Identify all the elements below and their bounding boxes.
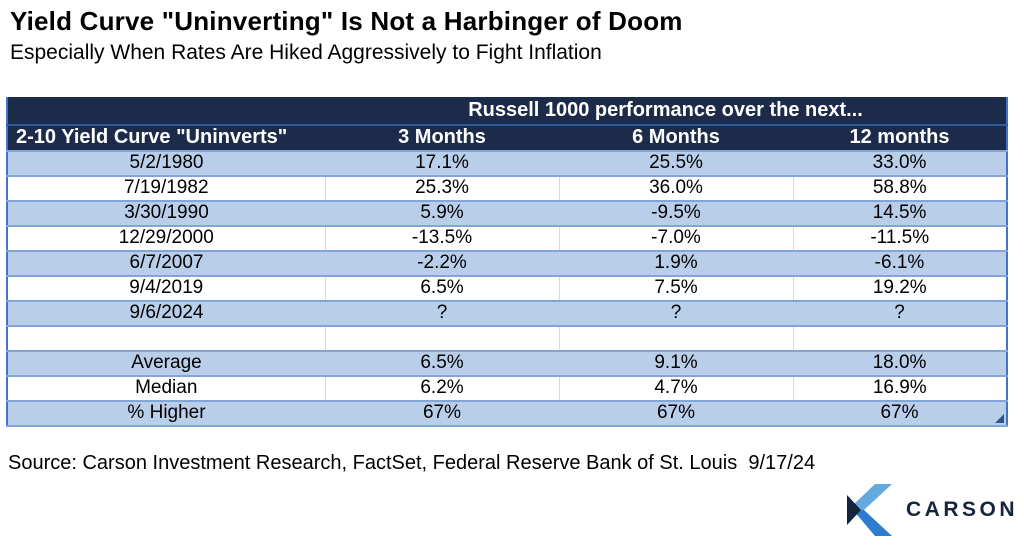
table-row: 9/6/2024??? (7, 300, 1007, 326)
column-header-row: 2-10 Yield Curve "Uninverts" 3 Months 6 … (7, 124, 1007, 151)
row-value: 67% (793, 400, 1007, 426)
row-value (558, 325, 793, 351)
group-header-spacer (7, 97, 325, 126)
row-value: -9.5% (559, 200, 793, 226)
table-header: Russell 1000 performance over the next..… (7, 97, 1007, 151)
row-label: 7/19/1982 (7, 175, 325, 201)
row-value: 33.0% (793, 150, 1007, 176)
row-value: 25.3% (324, 175, 559, 201)
row-value: -2.2% (325, 250, 559, 276)
table-row: 7/19/1982 25.3% 36.0% 58.8% (7, 175, 1007, 201)
row-value: 14.5% (793, 200, 1007, 226)
row-value: ? (559, 300, 793, 326)
carson-logo: CARSON (847, 484, 1018, 536)
row-value: 67% (559, 400, 793, 426)
row-label: Median (7, 375, 325, 401)
row-label (7, 325, 325, 351)
table-row (7, 325, 1007, 351)
row-label: 9/4/2019 (7, 275, 325, 301)
performance-table-container: Russell 1000 performance over the next..… (6, 97, 1008, 427)
row-value (324, 325, 559, 351)
row-value (792, 325, 1007, 351)
page-subtitle: Especially When Rates Are Hiked Aggressi… (10, 41, 602, 64)
row-value: 6.5% (324, 275, 559, 301)
row-label: 12/29/2000 (7, 225, 325, 251)
row-value: 4.7% (558, 375, 793, 401)
carson-chevron-icon (847, 484, 892, 536)
row-value: -6.1% (793, 250, 1007, 276)
row-value: -7.0% (558, 225, 793, 251)
table-row: 6/7/2007 -2.2% 1.9% -6.1% (7, 250, 1007, 276)
row-value: ? (325, 300, 559, 326)
table-row: % Higher 67% 67% 67% (7, 400, 1007, 426)
table-row: Average 6.5% 9.1% 18.0% (7, 350, 1007, 376)
row-label: 6/7/2007 (7, 250, 325, 276)
row-value: 6.5% (325, 350, 559, 376)
row-label: Average (7, 350, 325, 376)
row-value: 17.1% (325, 150, 559, 176)
row-value: 67% (325, 400, 559, 426)
row-value: -13.5% (324, 225, 559, 251)
group-header-row: Russell 1000 performance over the next..… (7, 97, 1007, 126)
table-row: 3/30/1990 5.9% -9.5% 14.5% (7, 200, 1007, 226)
column-header-6-months: 6 Months (559, 124, 793, 151)
page-title: Yield Curve "Uninverting" Is Not a Harbi… (10, 6, 683, 36)
table-row: Median 6.2% 4.7% 16.9% (7, 375, 1007, 401)
performance-table: Russell 1000 performance over the next..… (6, 97, 1008, 427)
row-value: 16.9% (792, 375, 1007, 401)
row-value: -11.5% (792, 225, 1007, 251)
row-label: 9/6/2024 (7, 300, 325, 326)
table-row: 12/29/2000 -13.5% -7.0% -11.5% (7, 225, 1007, 251)
row-value: 7.5% (558, 275, 793, 301)
row-value: 9.1% (559, 350, 793, 376)
group-header-label: Russell 1000 performance over the next..… (325, 97, 1007, 126)
row-label: 5/2/1980 (7, 150, 325, 176)
row-value: ? (793, 300, 1007, 326)
row-value: 5.9% (325, 200, 559, 226)
row-value: 58.8% (792, 175, 1007, 201)
table-row: 9/4/2019 6.5% 7.5% 19.2% (7, 275, 1007, 301)
column-header-12-months: 12 months (793, 124, 1007, 151)
table-body: 5/2/1980 17.1% 25.5% 33.0% 7/19/1982 25.3% 36.… (7, 150, 1007, 426)
row-label: 3/30/1990 (7, 200, 325, 226)
column-header-uninverts: 2-10 Yield Curve "Uninverts" (7, 124, 325, 151)
column-header-3-months: 3 Months (325, 124, 559, 151)
row-value: 18.0% (793, 350, 1007, 376)
carson-wordmark: CARSON (906, 498, 1019, 521)
row-value: 36.0% (558, 175, 793, 201)
row-value: 1.9% (559, 250, 793, 276)
table-row: 5/2/1980 17.1% 25.5% 33.0% (7, 150, 1007, 176)
source-text: Source: Carson Investment Research, Fact… (8, 452, 816, 474)
row-label: % Higher (7, 400, 325, 426)
cell-corner-marker (995, 413, 1004, 423)
row-value: 6.2% (324, 375, 559, 401)
row-value: 25.5% (559, 150, 793, 176)
row-value: 19.2% (792, 275, 1007, 301)
